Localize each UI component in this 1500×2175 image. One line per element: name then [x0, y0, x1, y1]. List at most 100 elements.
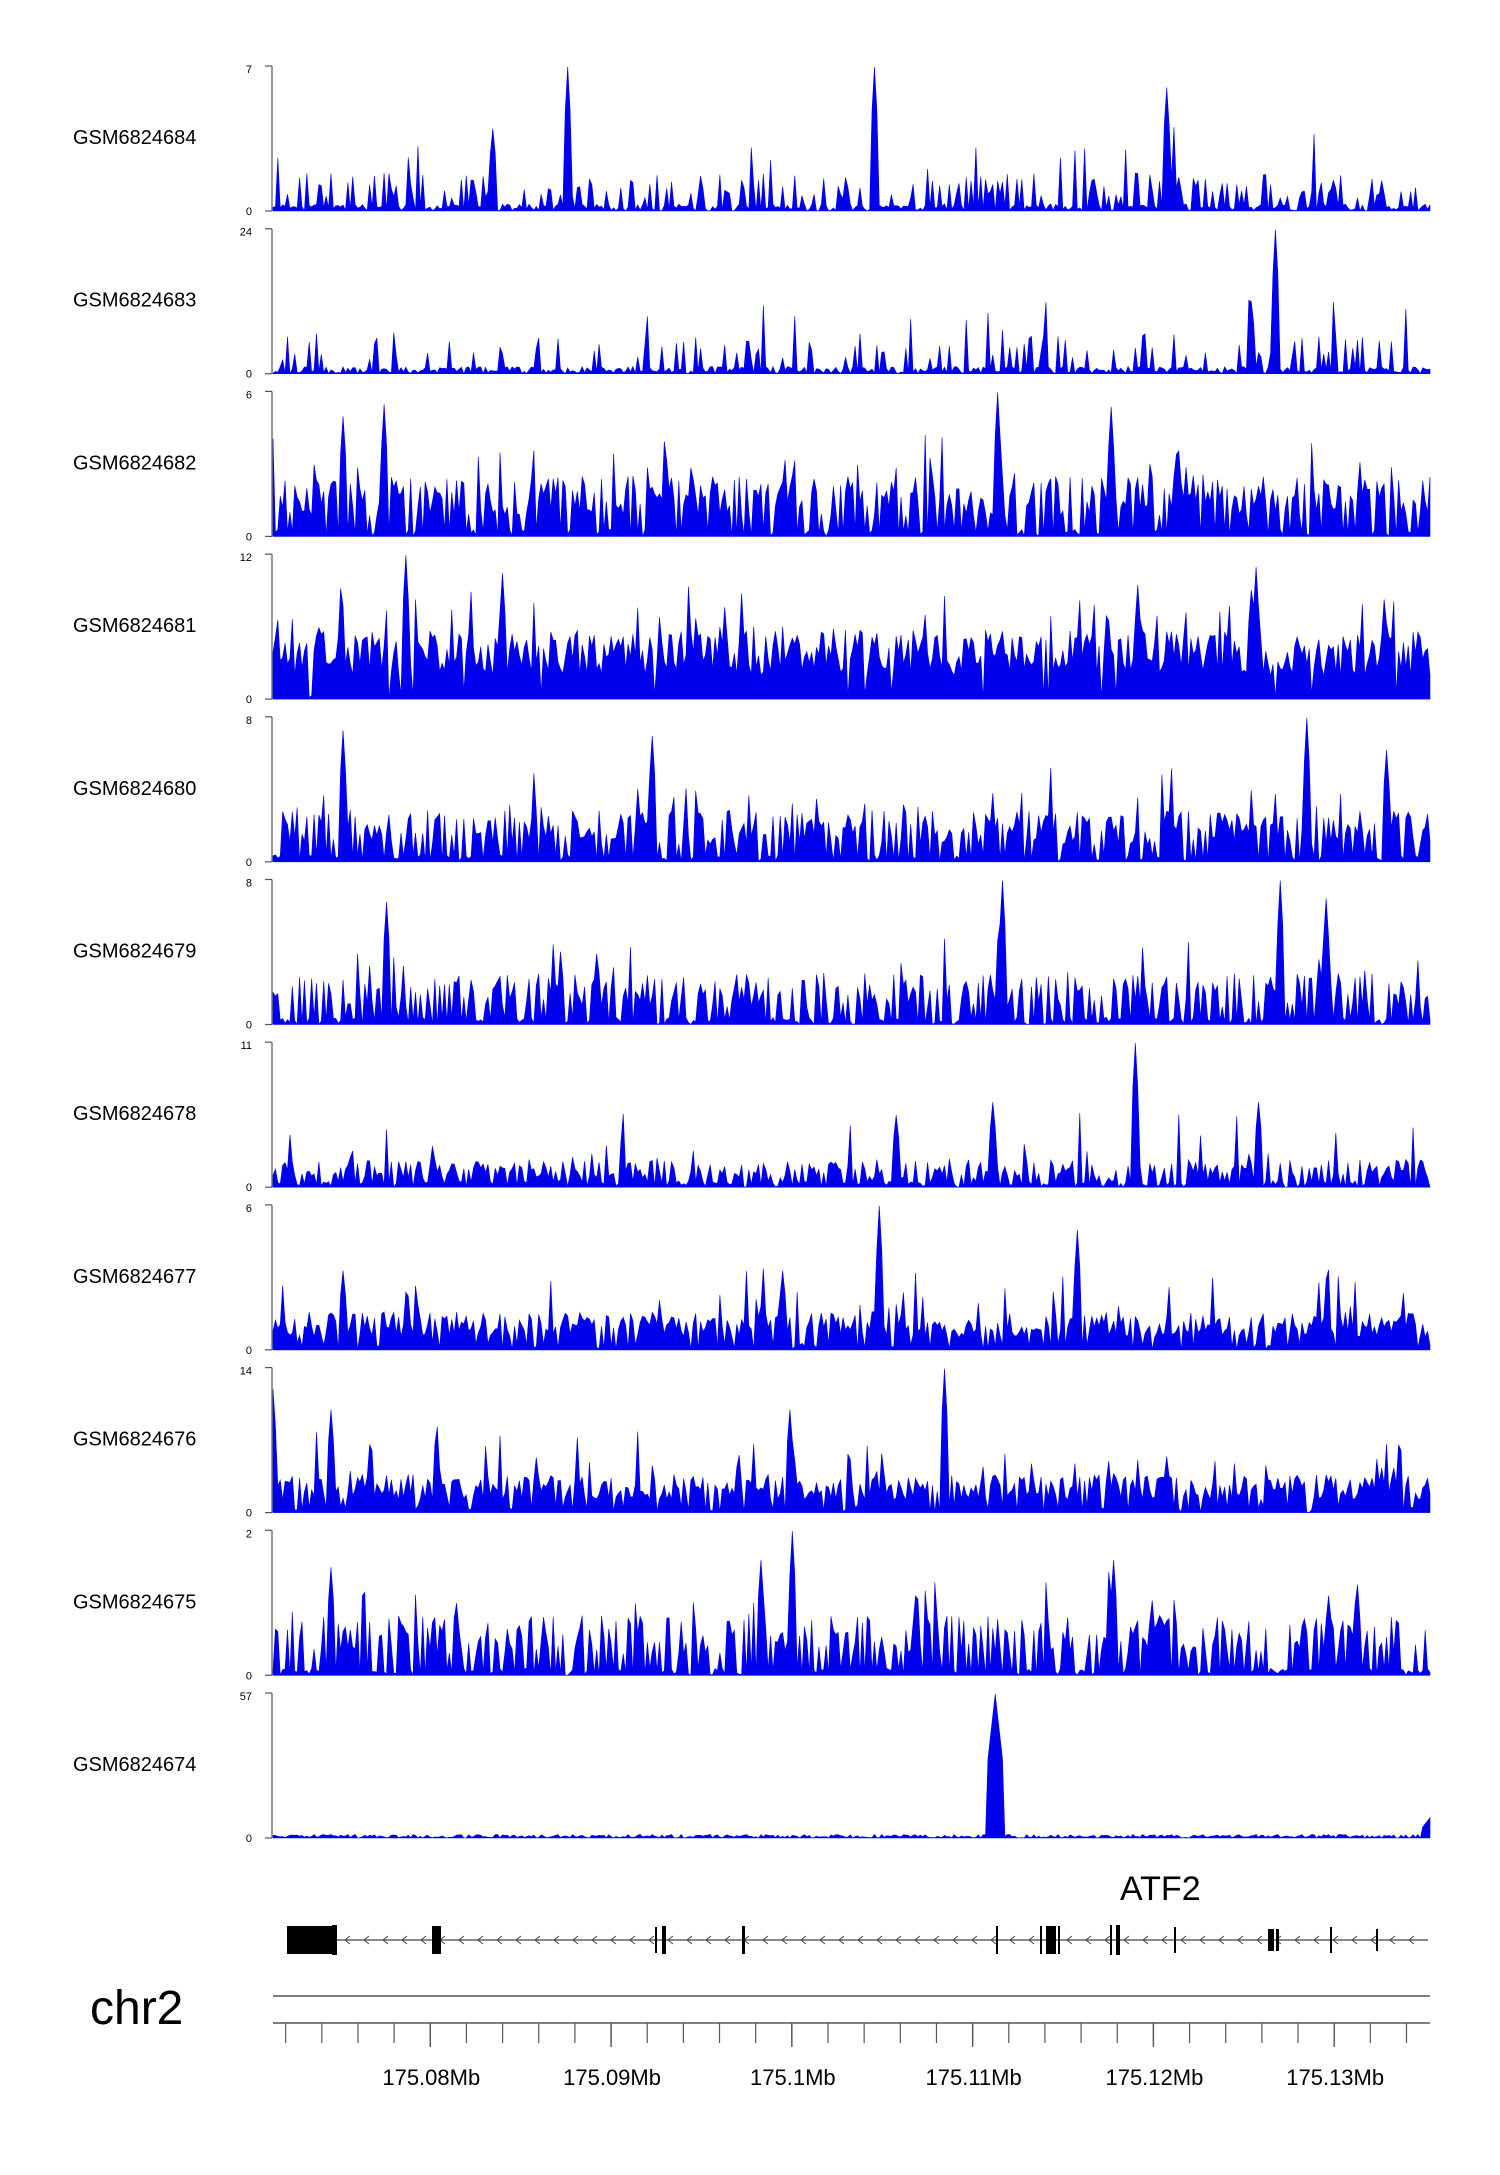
- strand-arrow-icon: [344, 1935, 351, 1945]
- strand-arrow-icon: [857, 1935, 864, 1945]
- strand-arrow-icon: [933, 1935, 940, 1945]
- strand-arrow-icon: [990, 1935, 997, 1945]
- y-max-label: 7: [246, 64, 252, 76]
- strand-arrow-icon: [705, 1935, 712, 1945]
- strand-arrow-icon: [1313, 1935, 1320, 1945]
- x-axis-ticks: 175.08Mb 175.09Mb 175.1Mb 175.11Mb 175.12Mb 1…: [285, 2023, 1408, 2090]
- track-GSM6824681: GSM6824681 12 0: [73, 552, 1431, 706]
- genome-axis-track: chr2 175.08Mb 175.09Mb 175.1Mb 175.11Mb 175.…: [90, 1982, 1430, 2090]
- strand-arrow-icon: [1066, 1935, 1073, 1945]
- strand-arrow-icon: [496, 1935, 503, 1945]
- track-label: GSM6824674: [73, 1754, 196, 1776]
- track-label: GSM6824678: [73, 1103, 196, 1125]
- strand-arrow-icon: [1142, 1935, 1149, 1945]
- track-GSM6824684: GSM6824684 7 0: [73, 64, 1431, 218]
- y-min-label: 0: [246, 694, 252, 706]
- coverage-area: [272, 880, 1431, 1026]
- strand-arrow-icon: [1085, 1935, 1092, 1945]
- strand-arrow-icon: [724, 1935, 731, 1945]
- track-GSM6824682: GSM6824682 6 0: [73, 389, 1431, 543]
- exon: [1110, 1925, 1112, 1955]
- exon: [1046, 1926, 1056, 1954]
- exon: [1040, 1926, 1042, 1954]
- coverage-area: [272, 1693, 1431, 1839]
- strand-arrow-icon: [838, 1935, 845, 1945]
- track-label: GSM6824682: [73, 452, 196, 474]
- y-min-label: 0: [246, 206, 252, 218]
- exon: [1116, 1925, 1120, 1955]
- y-max-label: 8: [246, 715, 252, 727]
- strand-arrow-icon: [1028, 1935, 1035, 1945]
- coverage-area: [272, 392, 1431, 537]
- strand-arrow-icon: [1389, 1935, 1396, 1945]
- y-min-label: 0: [246, 1182, 252, 1194]
- strand-arrow-icon: [458, 1935, 465, 1945]
- track-GSM6824674: GSM6824674 57 0: [73, 1691, 1431, 1845]
- exon-utr: [287, 1926, 333, 1954]
- x-tick-label: 175.13Mb: [1286, 2065, 1384, 2090]
- strand-arrow-icon: [401, 1935, 408, 1945]
- strand-arrow-icon: [1009, 1935, 1016, 1945]
- y-max-label: 14: [240, 1366, 252, 1378]
- strand-arrow-icon: [610, 1935, 617, 1945]
- exon: [1376, 1929, 1378, 1951]
- track-GSM6824677: GSM6824677 6 0: [73, 1203, 1431, 1357]
- strand-arrow-icon: [572, 1935, 579, 1945]
- x-tick-label: 175.12Mb: [1105, 2065, 1203, 2090]
- exon: [332, 1925, 337, 1955]
- track-GSM6824676: GSM6824676 14 0: [73, 1366, 1431, 1520]
- y-max-label: 24: [240, 227, 252, 239]
- strand-arrow-icon: [1104, 1935, 1111, 1945]
- coverage-area: [272, 66, 1431, 212]
- gene-annotation-track: ATF2: [287, 1870, 1428, 1955]
- strand-arrow-icon: [1332, 1935, 1339, 1945]
- y-max-label: 2: [246, 1528, 252, 1540]
- strand-arrow-icon: [1370, 1935, 1377, 1945]
- coverage-area: [272, 1205, 1431, 1351]
- y-min-label: 0: [246, 1020, 252, 1032]
- y-max-label: 6: [246, 389, 252, 401]
- track-GSM6824678: GSM6824678 11 0: [73, 1040, 1431, 1194]
- strand-arrow-icon: [648, 1935, 655, 1945]
- coverage-area: [272, 717, 1431, 863]
- track-label: GSM6824677: [73, 1266, 196, 1288]
- coverage-area: [272, 229, 1431, 375]
- track-label: GSM6824681: [73, 615, 196, 637]
- strand-arrow-icon: [914, 1935, 921, 1945]
- track-label: GSM6824679: [73, 941, 196, 963]
- strand-arrow-icon: [1408, 1935, 1415, 1945]
- strand-arrow-icon: [667, 1935, 674, 1945]
- x-tick-label: 175.09Mb: [563, 2065, 661, 2090]
- y-min-label: 0: [246, 1833, 252, 1845]
- exon: [996, 1926, 998, 1954]
- track-label: GSM6824683: [73, 290, 196, 312]
- exon: [742, 1926, 745, 1954]
- chromosome-label: chr2: [90, 1982, 183, 2035]
- gene-model: [287, 1925, 1428, 1955]
- x-tick-label: 175.08Mb: [382, 2065, 480, 2090]
- y-min-label: 0: [246, 1345, 252, 1357]
- strand-arrow-icon: [515, 1935, 522, 1945]
- y-min-label: 0: [246, 531, 252, 543]
- track-GSM6824680: GSM6824680 8 0: [73, 715, 1431, 869]
- track-label: GSM6824684: [73, 127, 196, 149]
- strand-arrow-icon: [781, 1935, 788, 1945]
- track-GSM6824679: GSM6824679 8 0: [73, 878, 1431, 1032]
- strand-arrow-icon: [1294, 1935, 1301, 1945]
- strand-arrow-icon: [1256, 1935, 1263, 1945]
- exon: [655, 1927, 657, 1953]
- strand-arrow-icon: [895, 1935, 902, 1945]
- exon: [432, 1926, 441, 1954]
- strand-arrow-icon: [553, 1935, 560, 1945]
- track-label: GSM6824680: [73, 778, 196, 800]
- strand-arrow-icon: [1218, 1935, 1225, 1945]
- strand-arrow-icon: [363, 1935, 370, 1945]
- strand-arrow-icon: [1123, 1935, 1130, 1945]
- strand-arrow-icon: [591, 1935, 598, 1945]
- exon: [1174, 1927, 1176, 1953]
- strand-arrow-icon: [1180, 1935, 1187, 1945]
- exon: [1276, 1929, 1279, 1951]
- exon: [1330, 1927, 1332, 1953]
